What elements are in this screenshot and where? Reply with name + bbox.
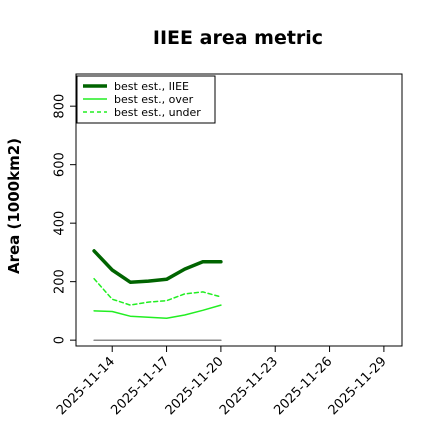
series-layer [92, 249, 223, 341]
plot-frame [75, 73, 403, 347]
x-tick-label: 2025-11-29 [326, 354, 390, 418]
y-tick-label: 400 [52, 211, 67, 236]
chart-title: IIEE area metric [153, 27, 323, 49]
y-tick-label: 800 [52, 94, 67, 119]
y-tick-label: 600 [52, 152, 67, 177]
legend-label: best est., under [114, 106, 201, 119]
series-line-2 [93, 277, 222, 306]
y-tick-label: 200 [52, 269, 67, 294]
legend-label: best est., over [114, 93, 194, 106]
y-axis: 0 200 400 600 800 [52, 94, 76, 344]
y-axis-label: Area (1000km2) [5, 138, 23, 274]
y-tick-label: 0 [52, 336, 67, 344]
legend-label: best est., IIEE [114, 80, 189, 93]
series-line-1 [93, 304, 222, 319]
x-axis: 2025-11-142025-11-172025-11-202025-11-23… [54, 346, 390, 418]
series-line-0 [92, 249, 223, 284]
